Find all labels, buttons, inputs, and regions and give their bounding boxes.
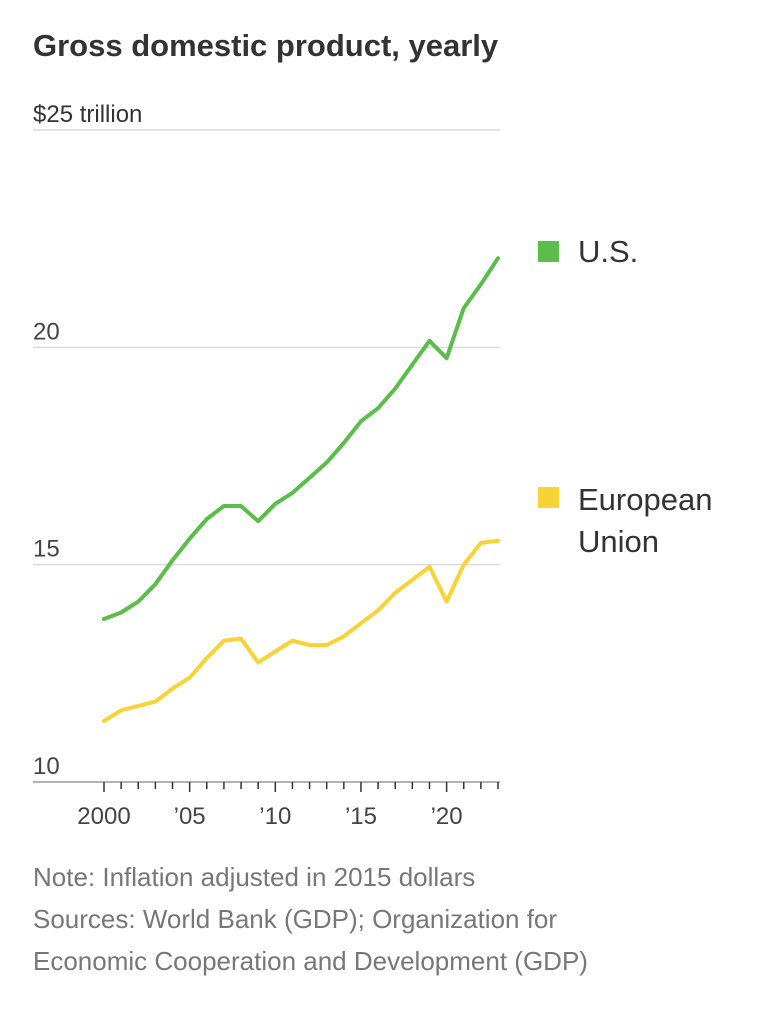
legend-swatch-1 (538, 487, 559, 508)
y-tick-label-20: 20 (33, 318, 60, 345)
series-line-1 (102, 538, 500, 724)
x-tick-label-2020: ’20 (431, 803, 463, 830)
y-axis-labels: $25 trillion 20 15 10 (33, 101, 142, 780)
footer-sources-line-2: Economic Cooperation and Development (GD… (33, 946, 588, 976)
y-tick-label-25: $25 trillion (33, 101, 142, 128)
x-axis: 2000 ’05 ’10 ’15 ’20 (77, 782, 499, 830)
gridlines (33, 129, 500, 783)
legend-label-0-0: U.S. (578, 234, 638, 269)
chart-footer: Note: Inflation adjusted in 2015 dollars… (33, 856, 588, 982)
x-tick-label-2005: ’05 (174, 803, 206, 830)
legend: U.S. European Union (538, 234, 712, 559)
x-tick-label-2010: ’10 (259, 803, 291, 830)
line-chart: $25 trillion 20 15 10 2000 ’05 ’10 ’15 ’20 U.S.… (33, 101, 712, 830)
footer-sources-line-1: Sources: World Bank (GDP); Organization … (33, 904, 558, 934)
x-tick-label-2015: ’15 (345, 803, 377, 830)
legend-label-1-1: Union (578, 524, 659, 559)
y-tick-label-10: 10 (33, 753, 60, 780)
legend-label-1-0: European (578, 482, 712, 517)
legend-swatch-0 (538, 241, 559, 262)
x-tick-label-2000: 2000 (77, 803, 130, 830)
footer-note: Note: Inflation adjusted in 2015 dollars (33, 862, 476, 892)
series-line-0 (102, 256, 500, 621)
chart-title: Gross domestic product, yearly (33, 28, 499, 63)
series-lines (102, 256, 500, 724)
y-tick-label-15: 15 (33, 536, 60, 563)
